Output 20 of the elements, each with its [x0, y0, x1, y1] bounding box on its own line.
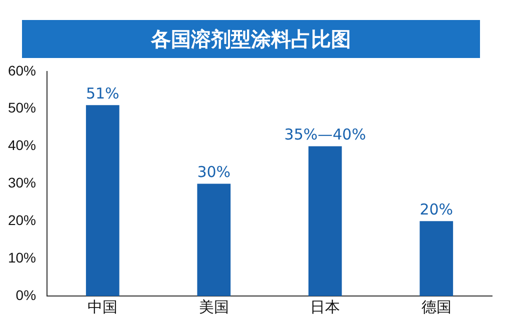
bar — [197, 184, 231, 296]
x-tick-label: 德国 — [421, 299, 452, 316]
y-tick-label: 0% — [16, 286, 36, 303]
x-tick-label: 美国 — [198, 299, 229, 316]
bar — [420, 221, 454, 296]
y-tick-label: 60% — [8, 62, 36, 78]
y-tick-label: 30% — [8, 174, 36, 191]
y-tick-label: 50% — [8, 100, 36, 116]
y-tick-label: 40% — [8, 137, 36, 154]
y-tick-label: 10% — [8, 249, 36, 266]
data-label: 35%—40% — [284, 126, 366, 144]
chart-title: 各国溶剂型涂料占比图 — [22, 20, 480, 58]
bar — [86, 105, 120, 296]
data-label: 51% — [86, 84, 120, 102]
x-tick-label: 中国 — [88, 299, 118, 316]
x-tick-label: 日本 — [310, 299, 340, 316]
data-label: 30% — [197, 163, 231, 182]
data-label: 20% — [420, 200, 454, 219]
bar — [308, 146, 342, 296]
y-tick-label: 20% — [8, 212, 36, 228]
